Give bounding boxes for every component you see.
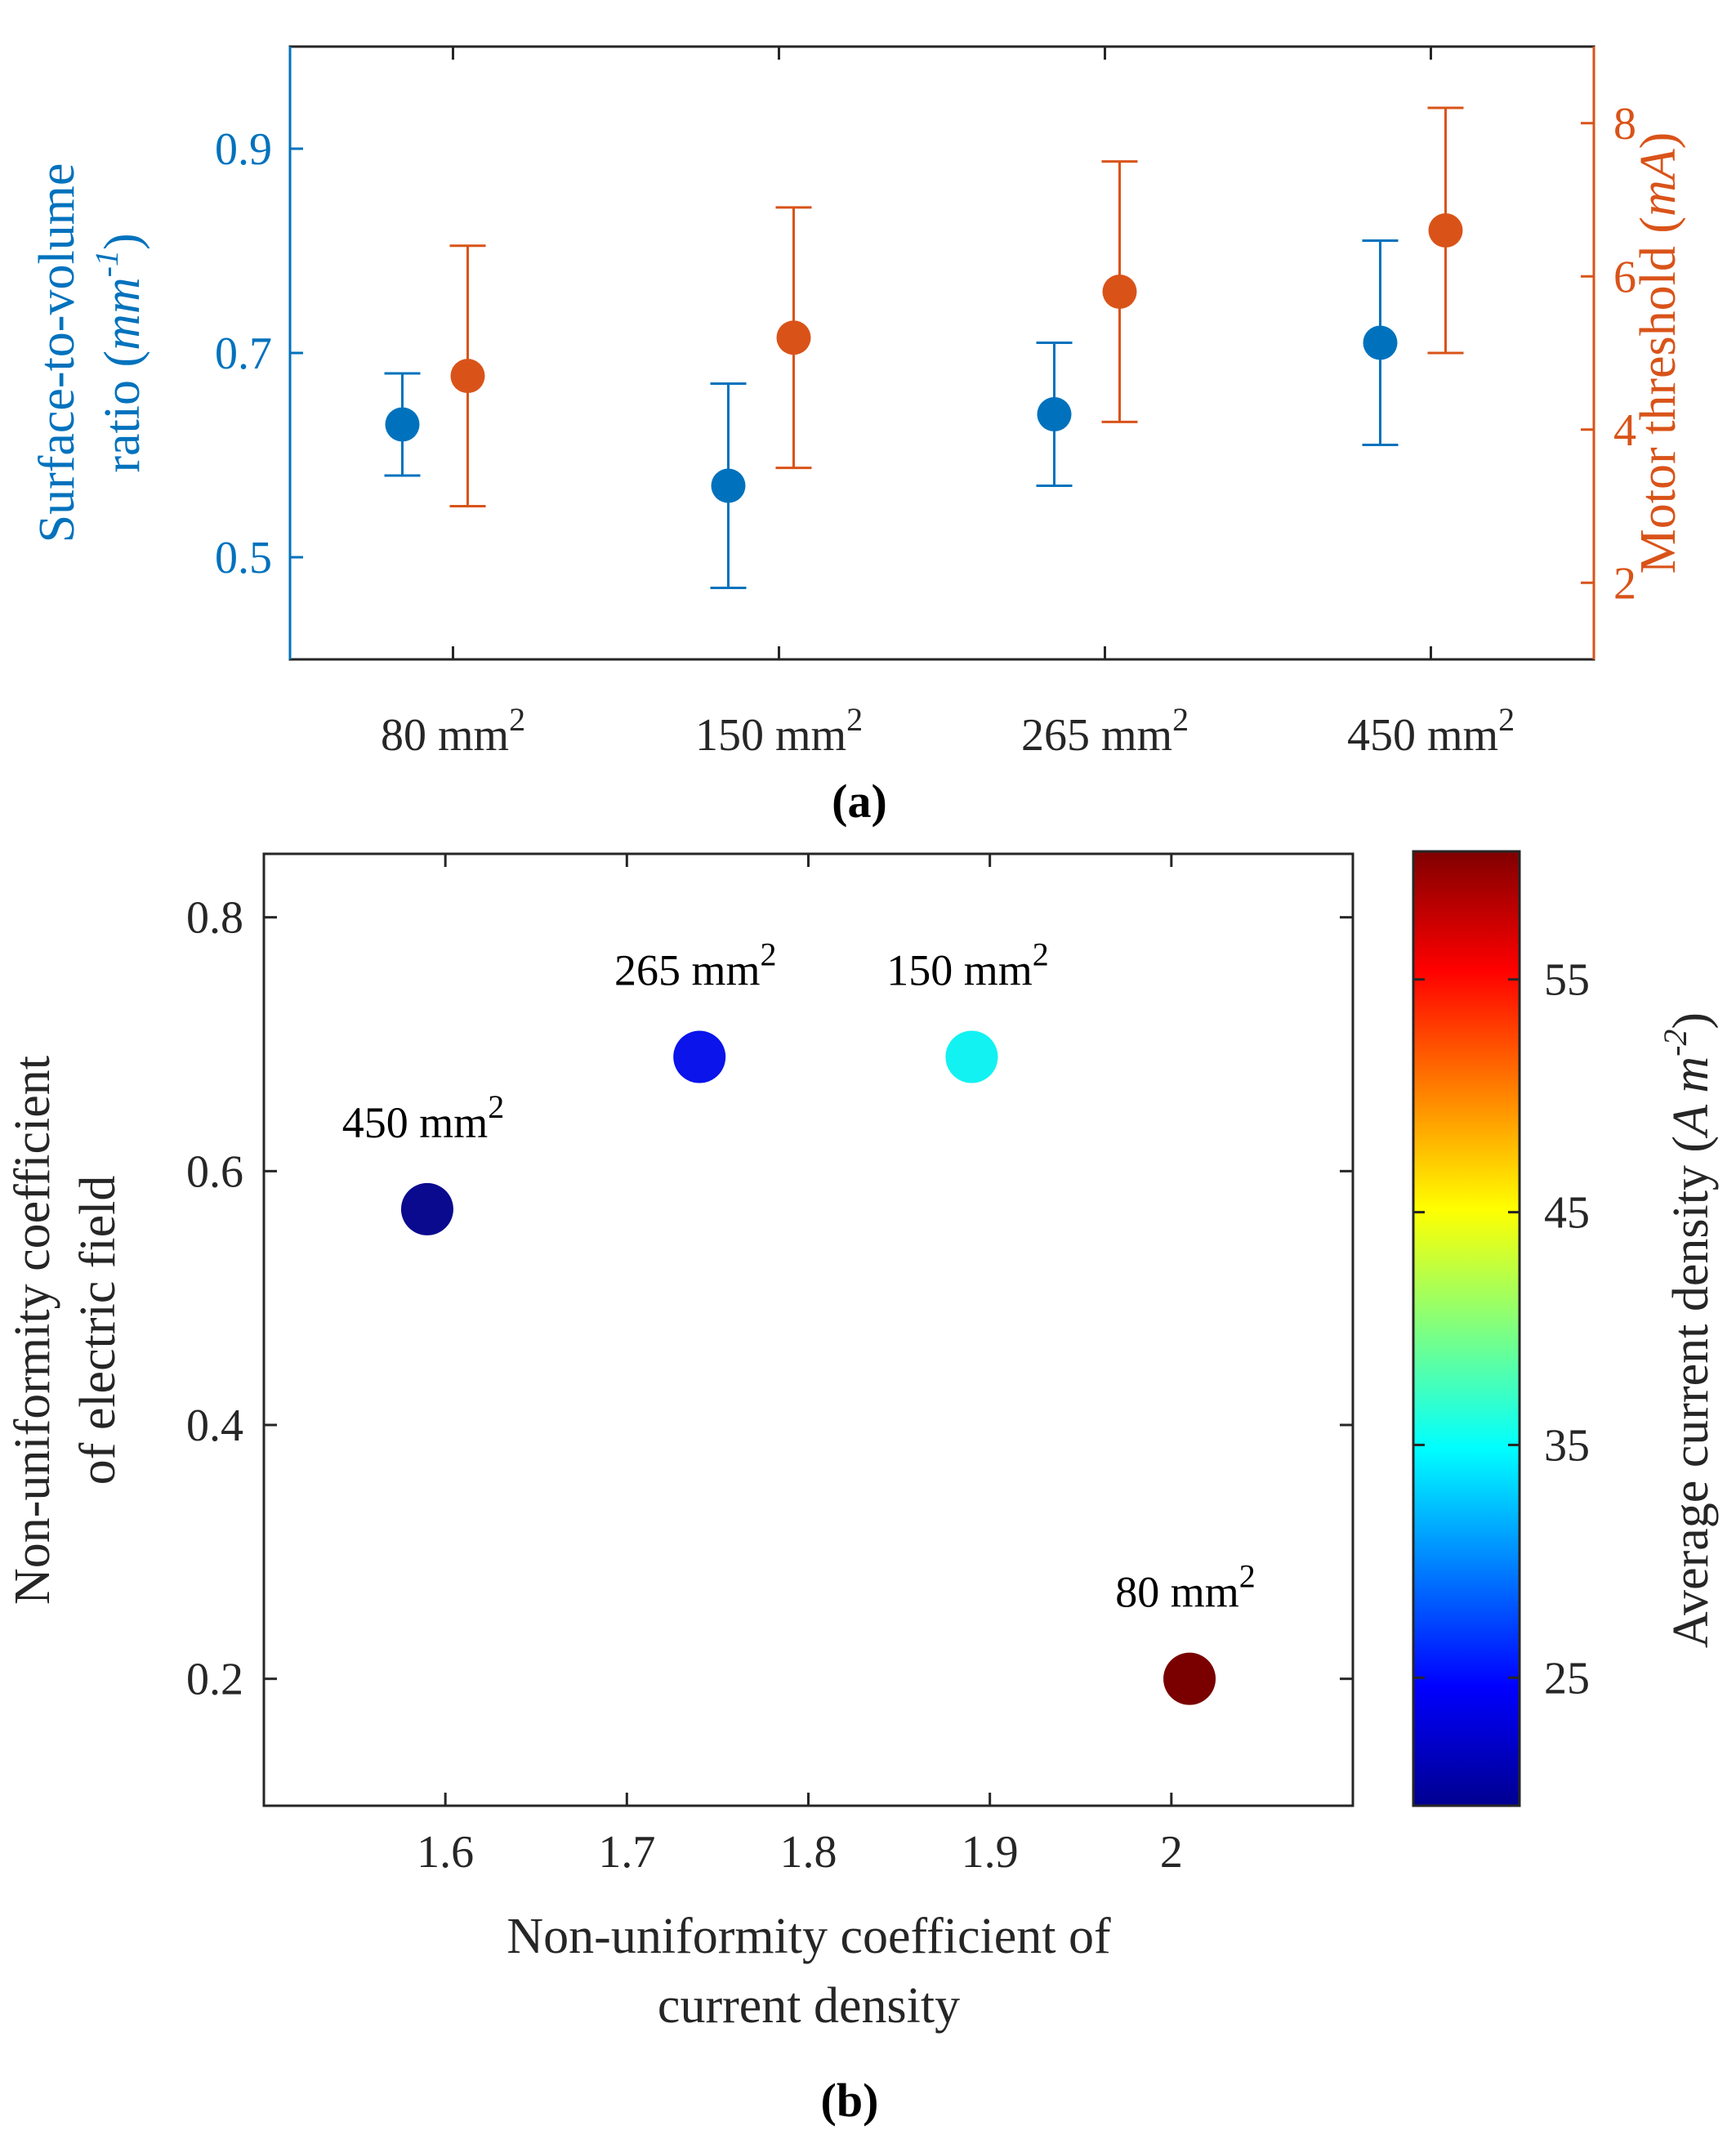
panel-a-x-tick-label-main: 450 mm: [1347, 710, 1498, 761]
panel-b-point-label-sup: 2: [1033, 936, 1049, 973]
panel-b-point-label-sup: 2: [488, 1088, 504, 1125]
panel-a-x-tick-label: 150 mm2: [695, 701, 863, 761]
panel-a-left-label-line1: Surface-to-volume: [29, 163, 85, 543]
panel-a-x-tick-label-main: 80 mm: [381, 710, 509, 761]
panel-a-data-point: [450, 359, 485, 394]
panel-a-right-label-main: Motor threshold (: [1631, 217, 1686, 574]
panel-a-left-tick-label: 0.5: [215, 533, 272, 583]
panel-b-data-point: [1163, 1652, 1216, 1705]
panel-a-chart: Surface-to-volume ratio (mm-1) Motor thr…: [29, 45, 1686, 828]
panel-b-xlabel-line1: Non-uniformity coefficient of: [507, 1909, 1111, 1964]
panel-b-point-label: 265 mm2: [614, 936, 777, 995]
panel-a-left-label-line2-text: ratio (: [95, 351, 150, 473]
panel-b-x-tick-label: 1.8: [780, 1827, 837, 1878]
panel-a-data-point: [776, 320, 811, 355]
panel-b-x-tick-label: 1.9: [962, 1827, 1019, 1878]
panel-b-y-tick-label: 0.6: [186, 1146, 243, 1197]
panel-b-point-label: 150 mm2: [886, 936, 1049, 995]
panel-a-x-tick-label-sup: 2: [509, 701, 525, 738]
colorbar-label: Average current density (A m-2): [1657, 1012, 1719, 1648]
panel-a-left-label-close: ): [95, 233, 150, 250]
panel-b-x-tick-label: 1.7: [598, 1827, 655, 1878]
panel-a-x-tick-label-main: 265 mm: [1021, 710, 1172, 761]
panel-a-right-tick-label: 8: [1613, 99, 1636, 150]
panel-a-left-tick-label: 0.9: [215, 124, 272, 175]
panel-b-data-point: [400, 1182, 453, 1235]
panel-b-point-label-main: 80 mm: [1115, 1568, 1239, 1617]
panel-a-left-axis-label: Surface-to-volume ratio (mm-1): [29, 163, 150, 543]
panel-b-data-point: [945, 1030, 998, 1083]
panel-a-x-tick-label: 80 mm2: [381, 701, 525, 761]
panel-a-x-tick-label-sup: 2: [1172, 701, 1189, 738]
colorbar-label-main: Average current density (: [1663, 1136, 1719, 1648]
panel-a-right-tick-label: 4: [1613, 405, 1636, 456]
panel-a-x-tick-label-sup: 2: [846, 701, 863, 738]
panel-a-left-tick-label: 0.7: [215, 328, 272, 379]
panel-a-right-label-close: ): [1631, 132, 1686, 150]
panel-b-data-point: [673, 1030, 726, 1083]
panel-b-y-tick-label: 0.8: [186, 893, 243, 944]
panel-b-point-label: 450 mm2: [342, 1088, 505, 1147]
panel-a-x-tick-label-main: 150 mm: [695, 710, 846, 761]
colorbar-label-text: Average current density (A m-2): [1657, 1012, 1719, 1648]
panel-a-data-point: [1102, 275, 1137, 309]
panel-a-x-tick-label-sup: 2: [1498, 701, 1515, 738]
panel-b-point-label-main: 450 mm: [342, 1098, 489, 1147]
colorbar-label-close: ): [1663, 1012, 1719, 1030]
colorbar-tick-label: 45: [1544, 1188, 1590, 1239]
panel-a-right-label-unit: mA: [1631, 148, 1686, 217]
panel-a-label: (a): [832, 775, 887, 828]
panel-b-y-tick-label: 0.4: [186, 1400, 243, 1451]
panel-a-x-tick-label: 450 mm2: [1347, 701, 1515, 761]
colorbar-tick-label: 35: [1544, 1420, 1590, 1471]
colorbar-label-unit: A m: [1663, 1056, 1719, 1139]
panel-b-point-label-main: 150 mm: [886, 946, 1033, 995]
panel-a-data-point: [1428, 213, 1463, 248]
panel-a-x-tick-label: 265 mm2: [1021, 701, 1189, 761]
colorbar-tick-label: 25: [1544, 1653, 1590, 1704]
panel-a-data-point: [385, 407, 420, 442]
panel-a-left-label-line2: ratio (mm-1): [88, 233, 150, 472]
panel-a-left-label-unit: mm: [95, 277, 150, 351]
panel-a-data-point: [1363, 325, 1398, 360]
panel-b-point-label-sup: 2: [1239, 1558, 1256, 1595]
panel-b-point-label: 80 mm2: [1115, 1558, 1256, 1617]
panel-b-y-axis-label: Non-uniformity coefficient of electric f…: [5, 1056, 126, 1605]
colorbar-label-sup: -2: [1657, 1030, 1694, 1056]
panel-a-left-label-sup: -1: [88, 250, 125, 277]
panel-a-data-point: [711, 468, 746, 503]
colorbar: [1412, 850, 1521, 1807]
panel-a-right-tick-label: 2: [1613, 558, 1636, 609]
colorbar-tick-label: 55: [1544, 955, 1590, 1006]
panel-b-chart: Non-uniformity coefficient of electric f…: [5, 850, 1719, 2127]
panel-a-data-point: [1037, 397, 1072, 431]
panel-b-label: (b): [821, 2074, 879, 2127]
panel-b-x-tick-label: 2: [1160, 1827, 1183, 1878]
colorbar-ticks: 25 35 45 55: [1413, 955, 1590, 1704]
panel-a-right-label-text: Motor threshold (mA): [1631, 132, 1686, 574]
panel-b-point-label-main: 265 mm: [614, 946, 761, 995]
panel-b-ylabel-line2: of electric field: [70, 1176, 126, 1485]
panel-b-ylabel-line1: Non-uniformity coefficient: [5, 1056, 60, 1605]
panel-b-point-label-sup: 2: [760, 936, 776, 973]
panel-b-y-tick-label: 0.2: [186, 1655, 243, 1705]
panel-b-x-tick-label: 1.6: [417, 1827, 474, 1878]
panel-a-right-tick-label: 6: [1613, 252, 1636, 302]
panel-b-xlabel-line2: current density: [658, 1978, 960, 2034]
panel-a-right-axis-label: Motor threshold (mA): [1631, 132, 1686, 574]
